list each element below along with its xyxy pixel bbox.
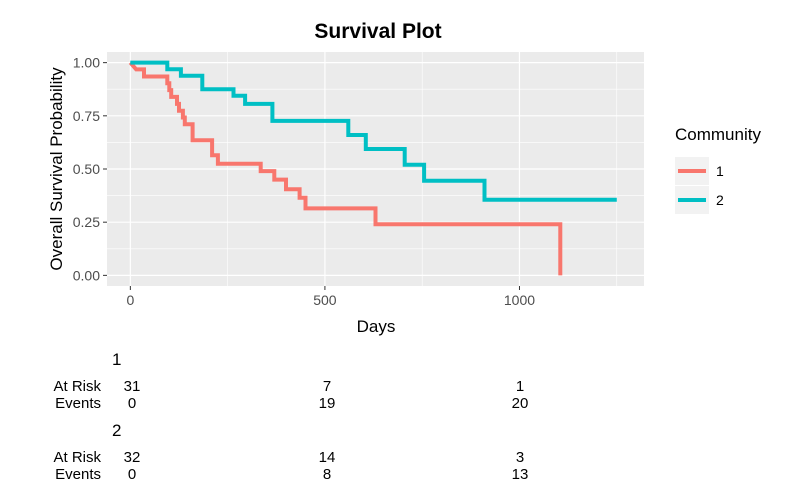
at-risk-row-label: At Risk [53, 449, 101, 466]
events-value: 8 [323, 466, 331, 483]
events-value: 0 [128, 466, 136, 483]
y-tick-label: 0.25 [73, 214, 100, 230]
x-tick-label: 500 [313, 292, 337, 308]
events-value: 13 [512, 466, 529, 483]
y-tick-label: 0.75 [73, 108, 100, 124]
legend-label-1: 1 [716, 163, 724, 179]
events-value: 0 [128, 395, 136, 412]
y-tick-label: 0.00 [73, 267, 100, 283]
risk-group-label-1: 1 [112, 350, 121, 369]
x-tick-label: 0 [126, 292, 134, 308]
at-risk-value: 32 [124, 449, 141, 466]
legend-label-2: 2 [716, 192, 724, 208]
x-tick-label: 1000 [504, 292, 535, 308]
events-value: 20 [512, 395, 529, 412]
y-tick-label: 0.50 [73, 161, 100, 177]
at-risk-value: 7 [323, 378, 331, 395]
y-axis-label: Overall Survival Probability [47, 67, 66, 271]
at-risk-value: 14 [319, 449, 336, 466]
at-risk-row-label: At Risk [53, 378, 101, 395]
risk-group-label-2: 2 [112, 421, 121, 440]
x-axis-label: Days [357, 317, 396, 336]
at-risk-value: 1 [516, 378, 524, 395]
y-tick-label: 1.00 [73, 55, 100, 71]
at-risk-value: 31 [124, 378, 141, 395]
events-value: 19 [319, 395, 336, 412]
chart-title: Survival Plot [314, 20, 441, 43]
events-row-label: Events [55, 395, 101, 412]
at-risk-value: 3 [516, 449, 524, 466]
legend-title: Community [675, 125, 761, 144]
legend: Community 1 2 [675, 125, 761, 214]
series-2-line [130, 60, 617, 202]
events-row-label: Events [55, 466, 101, 483]
series-1-line [128, 61, 563, 276]
